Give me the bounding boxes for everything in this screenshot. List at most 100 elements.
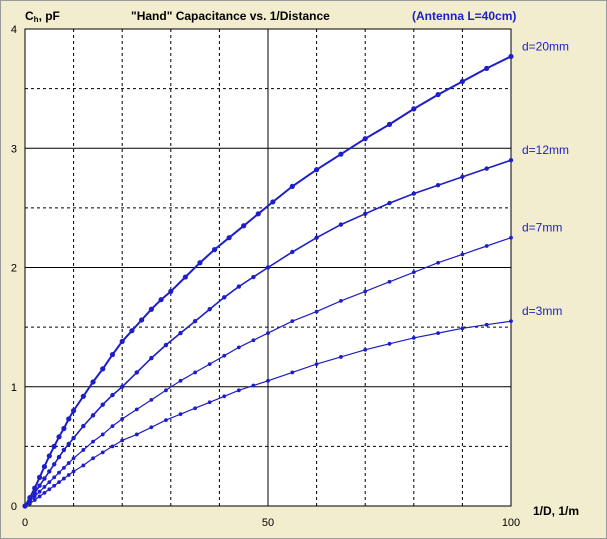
data-point xyxy=(164,418,168,423)
data-point xyxy=(23,504,27,508)
data-point xyxy=(42,476,47,481)
y-axis-label-rest: , pF xyxy=(39,9,60,23)
series-label: d=12mm xyxy=(522,143,569,157)
data-point xyxy=(71,469,76,474)
data-point xyxy=(387,279,392,284)
data-point xyxy=(37,483,42,488)
data-point xyxy=(178,330,183,336)
y-tick-label: 4 xyxy=(11,24,17,36)
data-point xyxy=(386,121,393,127)
data-point xyxy=(37,489,42,494)
data-point xyxy=(508,53,514,60)
data-point xyxy=(460,326,465,331)
data-point xyxy=(314,309,319,314)
data-point xyxy=(362,136,368,142)
data-point xyxy=(41,464,48,470)
data-point xyxy=(484,166,489,171)
y-tick-label: 3 xyxy=(11,143,17,155)
data-point xyxy=(36,474,43,480)
data-point xyxy=(411,106,417,112)
data-point xyxy=(363,347,368,352)
data-point xyxy=(56,454,62,460)
data-point xyxy=(211,247,218,253)
data-point xyxy=(484,65,490,71)
series-label: d=20mm xyxy=(522,39,569,53)
data-point xyxy=(436,260,440,265)
data-point xyxy=(148,306,154,312)
grid-lines xyxy=(25,29,511,506)
data-point xyxy=(290,319,295,324)
series-label: d=3mm xyxy=(522,304,562,318)
data-point xyxy=(509,319,513,324)
x-tick-label: 100 xyxy=(502,517,520,529)
data-point xyxy=(207,362,212,366)
data-point xyxy=(459,78,465,85)
data-point xyxy=(81,423,86,429)
data-point xyxy=(134,407,139,412)
x-tick-label: 0 xyxy=(22,517,28,529)
data-point xyxy=(80,393,86,399)
data-point xyxy=(61,465,66,470)
data-point xyxy=(411,270,416,275)
data-point xyxy=(71,435,76,441)
data-point xyxy=(290,249,295,255)
data-point xyxy=(100,432,105,437)
data-point xyxy=(222,394,227,399)
data-point xyxy=(178,378,183,383)
x-axis-label: 1/D, 1/m xyxy=(533,504,579,518)
data-point xyxy=(182,274,188,280)
data-point xyxy=(270,199,276,205)
data-point xyxy=(91,439,95,444)
data-point xyxy=(193,406,198,411)
data-point xyxy=(52,475,57,480)
data-point xyxy=(37,494,42,499)
data-point xyxy=(266,378,270,383)
data-point xyxy=(81,463,86,468)
data-point xyxy=(339,355,343,359)
data-point xyxy=(90,379,96,385)
data-point xyxy=(163,342,169,348)
data-point xyxy=(435,183,441,188)
data-point xyxy=(338,151,344,157)
data-point xyxy=(119,338,125,345)
y-axis-label-sub: h xyxy=(34,15,39,24)
data-point xyxy=(387,341,392,346)
data-point xyxy=(32,494,37,499)
data-point xyxy=(314,167,320,173)
data-point xyxy=(52,483,57,488)
data-point xyxy=(460,174,465,180)
data-point xyxy=(120,438,125,443)
data-point xyxy=(57,470,61,475)
data-point xyxy=(338,222,344,227)
data-point xyxy=(236,388,241,393)
data-point xyxy=(120,384,125,389)
data-point xyxy=(411,335,416,340)
data-point xyxy=(66,441,71,447)
series-label: d=7mm xyxy=(522,221,562,235)
data-point xyxy=(61,476,66,481)
data-point xyxy=(66,473,71,477)
data-point xyxy=(81,448,86,452)
data-point xyxy=(484,244,489,248)
x-tick-label: 50 xyxy=(262,517,274,529)
data-point xyxy=(56,434,62,440)
data-point xyxy=(508,157,514,163)
data-point xyxy=(387,200,392,206)
data-point xyxy=(236,284,242,289)
data-point xyxy=(251,274,256,280)
data-point xyxy=(51,462,57,467)
data-point xyxy=(46,453,52,459)
y-axis-label: Ch, pF xyxy=(25,9,60,24)
data-point xyxy=(226,235,232,241)
data-point xyxy=(42,490,47,495)
data-point xyxy=(91,456,95,461)
data-point xyxy=(27,501,32,506)
data-point xyxy=(32,498,37,502)
data-point xyxy=(100,450,105,455)
data-point xyxy=(314,362,319,366)
data-point xyxy=(266,331,270,335)
data-point xyxy=(251,383,256,388)
data-point xyxy=(90,413,96,418)
data-point xyxy=(484,322,489,327)
